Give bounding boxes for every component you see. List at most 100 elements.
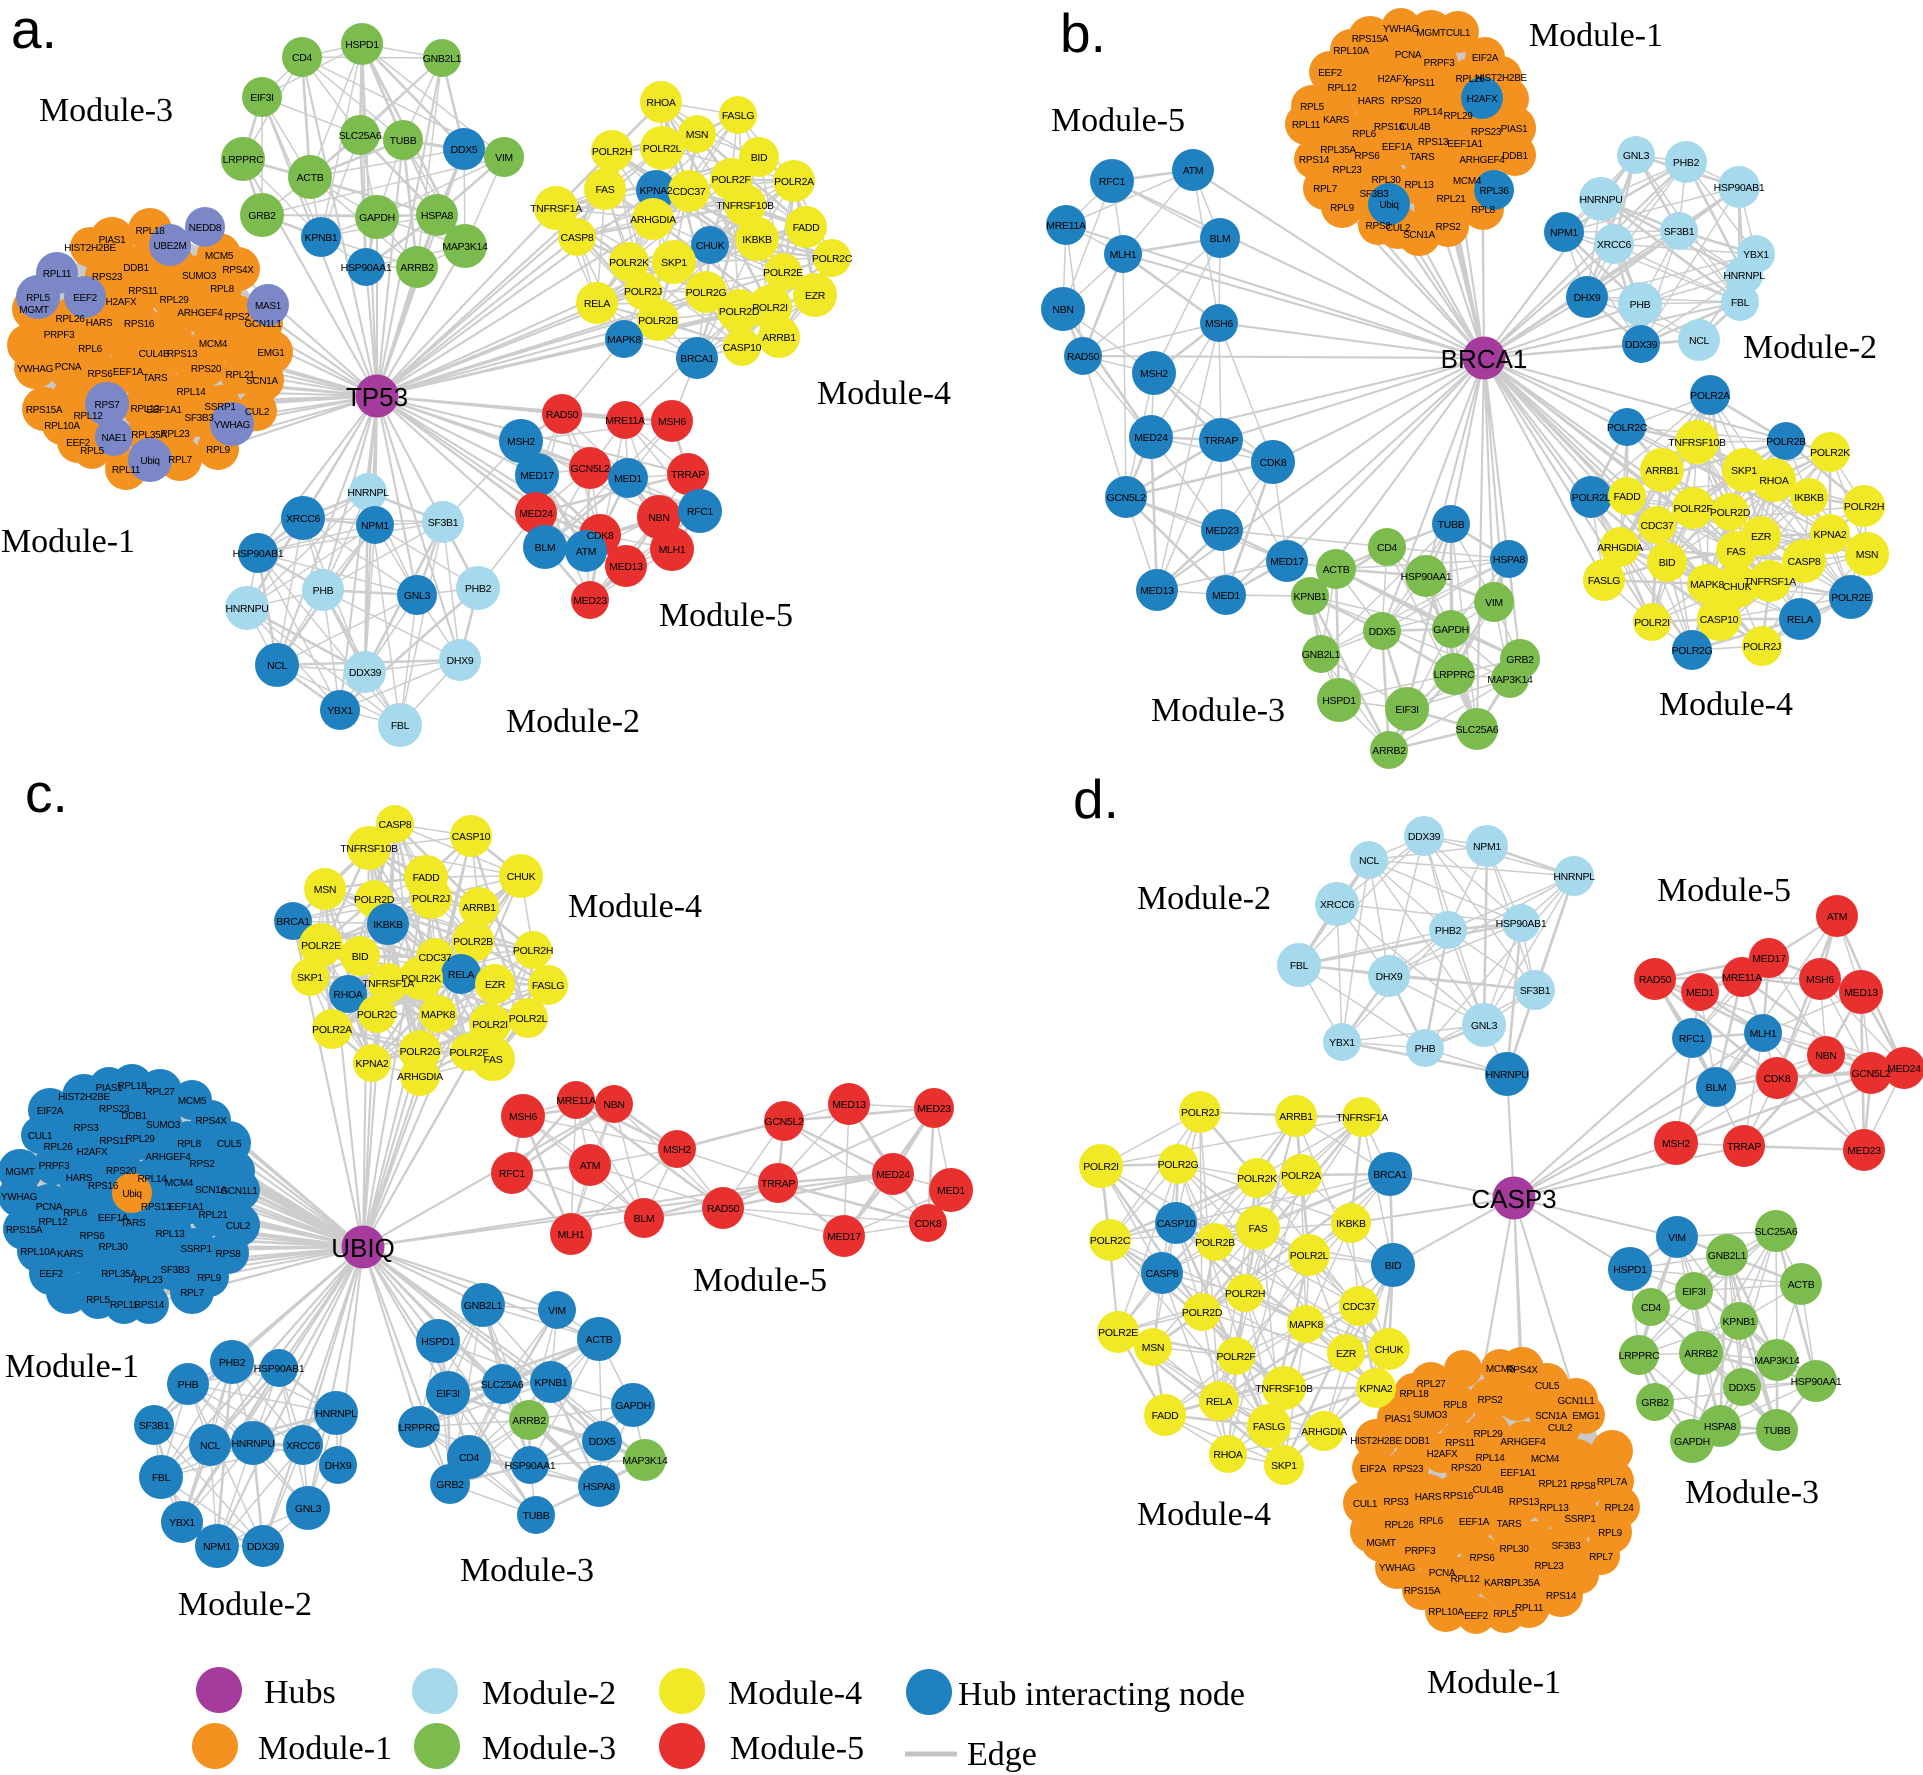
svg-text:H2AFX: H2AFX bbox=[106, 297, 137, 308]
svg-text:POLR2F: POLR2F bbox=[711, 174, 750, 186]
svg-text:MRE11A: MRE11A bbox=[1722, 972, 1762, 984]
svg-text:HSPD1: HSPD1 bbox=[345, 39, 379, 51]
svg-text:RPS20: RPS20 bbox=[106, 1166, 137, 1177]
svg-text:CD4: CD4 bbox=[1377, 542, 1398, 554]
svg-text:PIAS1: PIAS1 bbox=[96, 1083, 124, 1094]
svg-text:KPNB1: KPNB1 bbox=[1723, 1316, 1756, 1328]
svg-text:RPL10A: RPL10A bbox=[1428, 1607, 1464, 1618]
svg-text:RPL12: RPL12 bbox=[38, 1217, 68, 1228]
svg-text:KARS: KARS bbox=[1323, 115, 1350, 126]
svg-text:YBX1: YBX1 bbox=[1743, 249, 1769, 261]
svg-text:Hubs: Hubs bbox=[264, 1674, 336, 1711]
svg-text:SSRP1: SSRP1 bbox=[1564, 1514, 1596, 1525]
svg-text:ARHGDIA: ARHGDIA bbox=[397, 1071, 443, 1083]
svg-text:PHB: PHB bbox=[1415, 1043, 1436, 1055]
svg-text:EEF1A1: EEF1A1 bbox=[1500, 1468, 1536, 1479]
svg-text:RPS15A: RPS15A bbox=[1352, 34, 1389, 45]
svg-text:SCN1A: SCN1A bbox=[1535, 1411, 1567, 1422]
svg-text:MCM5: MCM5 bbox=[178, 1096, 207, 1107]
svg-text:Module-3: Module-3 bbox=[482, 1730, 616, 1767]
svg-text:MAP3K14: MAP3K14 bbox=[1754, 1355, 1800, 1367]
svg-text:VIM: VIM bbox=[1485, 597, 1503, 609]
svg-text:HNRNPL: HNRNPL bbox=[1723, 270, 1765, 282]
svg-text:GCN5L2: GCN5L2 bbox=[570, 463, 610, 475]
svg-text:MSH2: MSH2 bbox=[1140, 368, 1168, 380]
svg-text:SF3B3: SF3B3 bbox=[160, 1265, 190, 1276]
svg-text:KARS: KARS bbox=[1484, 1578, 1511, 1589]
svg-text:DDB1: DDB1 bbox=[1404, 1436, 1430, 1447]
svg-text:RPL12: RPL12 bbox=[1450, 1574, 1480, 1585]
svg-text:ARRB1: ARRB1 bbox=[1645, 465, 1679, 477]
svg-text:POLR2B: POLR2B bbox=[453, 936, 493, 948]
svg-text:DDX5: DDX5 bbox=[589, 1436, 616, 1448]
svg-text:XRCC6: XRCC6 bbox=[286, 513, 321, 525]
svg-text:ARRB2: ARRB2 bbox=[1684, 1348, 1718, 1360]
svg-text:Module-3: Module-3 bbox=[39, 92, 173, 129]
svg-text:MED23: MED23 bbox=[1205, 525, 1239, 537]
svg-text:POLR2K: POLR2K bbox=[1237, 1173, 1277, 1185]
svg-text:RPL21: RPL21 bbox=[198, 1210, 228, 1221]
svg-text:RELA: RELA bbox=[1206, 1396, 1233, 1408]
svg-text:NEDD8: NEDD8 bbox=[189, 223, 222, 234]
svg-text:TRRAP: TRRAP bbox=[671, 469, 705, 481]
svg-text:RPS13: RPS13 bbox=[1509, 1497, 1540, 1508]
svg-text:HSPD1: HSPD1 bbox=[1613, 1264, 1647, 1276]
svg-text:POLR2J: POLR2J bbox=[1181, 1107, 1219, 1119]
svg-text:HIST2H2BE: HIST2H2BE bbox=[1350, 1436, 1402, 1447]
svg-text:ACTB: ACTB bbox=[1323, 564, 1350, 576]
svg-text:RPS16: RPS16 bbox=[88, 1181, 119, 1192]
svg-text:EEF1A: EEF1A bbox=[1382, 142, 1413, 153]
svg-text:MED1: MED1 bbox=[1212, 590, 1240, 602]
svg-text:ARHGEF4: ARHGEF4 bbox=[1459, 155, 1505, 166]
svg-text:RPS20: RPS20 bbox=[1451, 1463, 1482, 1474]
svg-text:MSN: MSN bbox=[314, 884, 336, 896]
svg-text:PHB2: PHB2 bbox=[1673, 157, 1700, 169]
svg-text:DHX9: DHX9 bbox=[447, 655, 474, 667]
svg-text:RPS16: RPS16 bbox=[1374, 122, 1405, 133]
svg-text:POLR2H: POLR2H bbox=[1225, 1288, 1265, 1300]
svg-text:NBN: NBN bbox=[1052, 304, 1073, 316]
svg-text:RPL35A: RPL35A bbox=[101, 1269, 137, 1280]
svg-text:VIM: VIM bbox=[495, 152, 513, 164]
svg-text:RPS6: RPS6 bbox=[88, 369, 114, 380]
svg-text:POLR2D: POLR2D bbox=[1182, 1307, 1223, 1319]
svg-text:GNB2L1: GNB2L1 bbox=[423, 53, 462, 65]
svg-text:RPL13: RPL13 bbox=[1404, 180, 1434, 191]
svg-text:POLR2E: POLR2E bbox=[301, 940, 341, 952]
svg-text:HNRNPU: HNRNPU bbox=[231, 1438, 274, 1450]
svg-text:RPS3: RPS3 bbox=[1384, 1497, 1410, 1508]
svg-text:POLR2A: POLR2A bbox=[774, 176, 814, 188]
svg-text:NCL: NCL bbox=[1689, 335, 1710, 347]
svg-text:DHX9: DHX9 bbox=[1574, 292, 1601, 304]
svg-text:FASLG: FASLG bbox=[1588, 575, 1620, 587]
svg-text:CUL2: CUL2 bbox=[1548, 1423, 1573, 1434]
svg-text:NBN: NBN bbox=[648, 512, 669, 524]
svg-text:YWHAG: YWHAG bbox=[214, 420, 251, 431]
svg-text:Hub interacting node: Hub interacting node bbox=[958, 1676, 1245, 1713]
svg-text:KPNB1: KPNB1 bbox=[1294, 591, 1327, 603]
svg-text:MGMT: MGMT bbox=[1416, 28, 1446, 39]
svg-text:EEF1A: EEF1A bbox=[98, 1213, 129, 1224]
svg-text:H2AFX: H2AFX bbox=[1467, 94, 1498, 105]
svg-text:RPL5: RPL5 bbox=[1300, 102, 1325, 113]
svg-text:RPL8: RPL8 bbox=[210, 284, 235, 295]
svg-text:RPL21: RPL21 bbox=[1436, 194, 1466, 205]
svg-text:MED17: MED17 bbox=[1270, 556, 1304, 568]
svg-text:CUL1: CUL1 bbox=[28, 1131, 53, 1142]
svg-text:GCN5L2: GCN5L2 bbox=[764, 1116, 804, 1128]
svg-text:PRPF3: PRPF3 bbox=[1405, 1546, 1436, 1557]
svg-text:CDC37: CDC37 bbox=[419, 952, 452, 964]
svg-text:IKBKB: IKBKB bbox=[1336, 1218, 1366, 1230]
svg-text:HNRNPU: HNRNPU bbox=[225, 603, 268, 615]
svg-text:MED23: MED23 bbox=[1847, 1145, 1881, 1157]
svg-text:FBL: FBL bbox=[1290, 960, 1309, 972]
svg-text:GNL3: GNL3 bbox=[1623, 150, 1650, 162]
svg-text:HSP90AA1: HSP90AA1 bbox=[505, 1460, 556, 1472]
svg-text:GNL3: GNL3 bbox=[404, 590, 431, 602]
svg-text:CD4: CD4 bbox=[292, 52, 313, 64]
svg-text:PIAS1: PIAS1 bbox=[1385, 1414, 1413, 1425]
svg-text:MSH6: MSH6 bbox=[1806, 974, 1834, 986]
svg-text:Module-2: Module-2 bbox=[1743, 329, 1877, 366]
svg-text:RPL14: RPL14 bbox=[176, 387, 206, 398]
svg-text:HSP90AA1: HSP90AA1 bbox=[1791, 1376, 1842, 1388]
